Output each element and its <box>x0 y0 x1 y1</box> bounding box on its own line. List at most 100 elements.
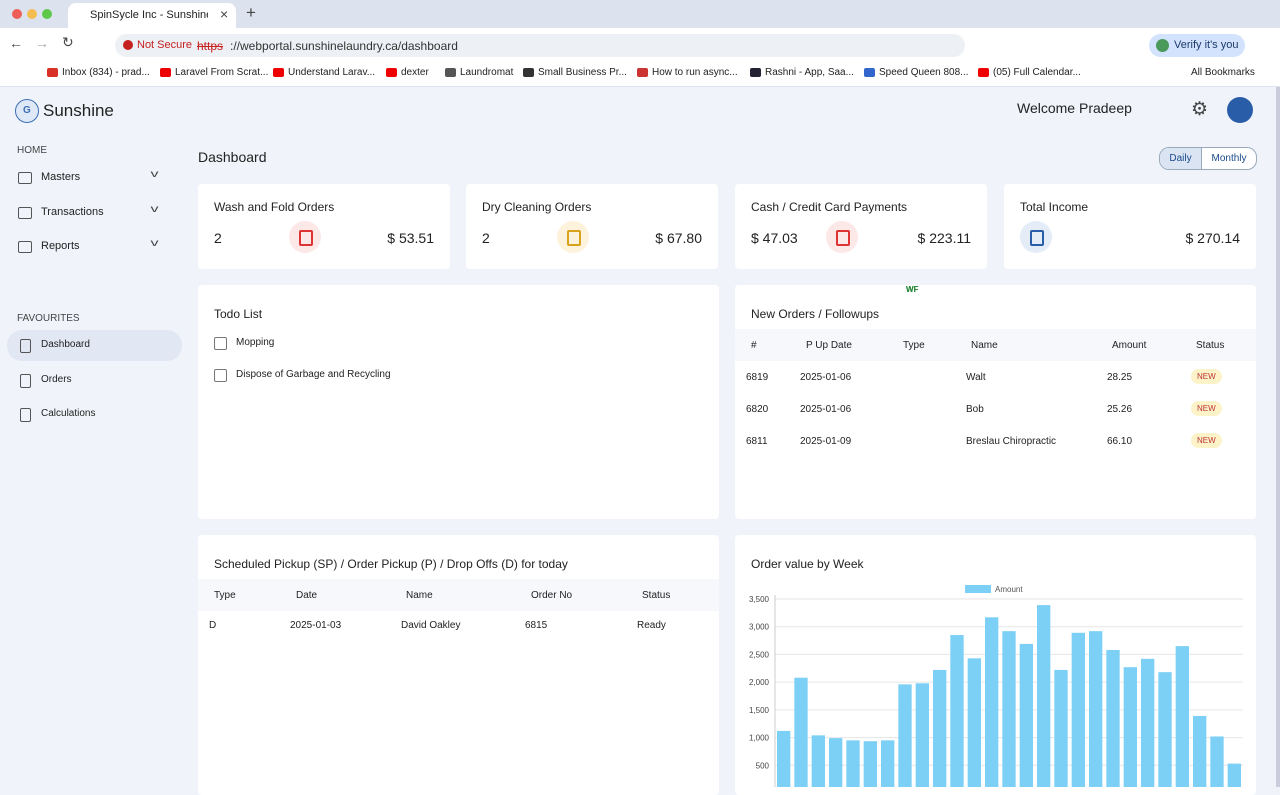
bar <box>1106 650 1119 787</box>
summary-card: Cash / Credit Card Payments$ 47.03$ 223.… <box>735 184 987 269</box>
table-cell: Bob <box>966 404 984 415</box>
table-cell: 66.10 <box>1107 436 1132 447</box>
table-cell: Ready <box>637 620 666 631</box>
bar <box>1193 716 1206 787</box>
schedule-card: Scheduled Pickup (SP) / Order Pickup (P)… <box>198 535 719 795</box>
toggle-monthly[interactable]: Monthly <box>1202 148 1256 169</box>
bookmark[interactable]: dexter <box>401 67 429 78</box>
selected-pill <box>7 330 182 361</box>
reload[interactable]: ↻ <box>62 34 74 51</box>
forward[interactable]: → <box>35 35 49 51</box>
bar <box>1002 631 1015 787</box>
table-cell: 6815 <box>525 620 547 631</box>
bar <box>1176 646 1189 787</box>
favourites-heading: FAVOURITES <box>17 313 80 324</box>
home-heading: HOME <box>17 145 47 156</box>
bar <box>1158 672 1171 787</box>
summary-card: Dry Cleaning Orders2$ 67.80 <box>466 184 718 269</box>
y-tick-label: 2,000 <box>749 678 770 687</box>
card-right: $ 270.14 <box>1186 230 1241 246</box>
column-header: Type <box>903 340 925 351</box>
todo-item: Mopping <box>236 337 274 348</box>
column-header: Status <box>1196 340 1224 351</box>
page-title: Dashboard <box>198 149 267 165</box>
bookmark[interactable]: Inbox (834) - prad... <box>62 67 150 78</box>
all-bookmarks[interactable]: All Bookmarks <box>1191 67 1255 78</box>
verify-button[interactable]: Verify it's you <box>1149 34 1245 57</box>
bookmark[interactable]: Laundromat <box>460 67 513 78</box>
table-cell: NEW <box>1191 369 1222 384</box>
bookmark-icon <box>978 68 989 77</box>
logo-letter: G <box>23 105 31 116</box>
card-left: 2 <box>214 230 222 246</box>
bookmark[interactable]: Understand Larav... <box>288 67 375 78</box>
orders-title: New Orders / Followups <box>751 307 879 321</box>
y-tick-label: 1,000 <box>749 734 770 743</box>
bookmark[interactable]: Laravel From Scrat... <box>175 67 268 78</box>
bar <box>1072 633 1085 787</box>
bookmark[interactable]: Rashni - App, Saa... <box>765 67 854 78</box>
tab-bar: SpinSycle Inc - Sunshine Lau × + <box>0 0 1280 28</box>
menu-icon <box>18 207 32 219</box>
bar <box>985 617 998 787</box>
verify-text: Verify it's you <box>1174 39 1238 51</box>
favourite-item[interactable]: Dashboard <box>41 339 90 350</box>
bookmark[interactable]: (05) Full Calendar... <box>993 67 1081 78</box>
summary-card: Total Income$ 270.14 <box>1004 184 1256 269</box>
favourite-item[interactable]: Calculations <box>41 408 95 419</box>
table-cell: David Oakley <box>401 620 460 631</box>
table-cell: Breslau Chiropractic <box>966 436 1056 447</box>
bar <box>812 735 825 787</box>
min-dot[interactable] <box>27 9 37 19</box>
settings[interactable]: ⚙ <box>1191 98 1208 121</box>
card-glyph <box>1030 230 1044 246</box>
bar <box>950 635 963 787</box>
card-icon <box>289 221 321 253</box>
new-tab[interactable]: + <box>246 3 256 23</box>
y-tick-label: 3,000 <box>749 623 770 632</box>
active-tab[interactable]: SpinSycle Inc - Sunshine Lau × <box>68 3 236 28</box>
column-header: # <box>751 340 757 351</box>
menu-item[interactable]: Masters <box>41 171 80 183</box>
bar <box>1124 667 1137 787</box>
table-cell: 2025-01-06 <box>800 404 851 415</box>
bar <box>933 670 946 787</box>
close-dot[interactable] <box>12 9 22 19</box>
menu-item[interactable]: Reports <box>41 240 80 252</box>
column-header: Type <box>214 590 236 601</box>
tab-close[interactable]: × <box>220 6 228 22</box>
bar <box>1141 659 1154 787</box>
card-title: Cash / Credit Card Payments <box>751 200 907 214</box>
bookmark[interactable]: Small Business Pr... <box>538 67 627 78</box>
bookmarks-bar: All Bookmarks Inbox (834) - prad... Larav… <box>0 60 1280 87</box>
card-icon <box>1020 221 1052 253</box>
chevron: v <box>151 169 159 180</box>
bookmark-icon <box>273 68 284 77</box>
checkbox[interactable] <box>214 337 227 350</box>
avatar[interactable] <box>1227 97 1253 123</box>
favourite-item[interactable]: Orders <box>41 374 72 385</box>
table-cell: Walt <box>966 372 986 383</box>
chevron: v <box>151 204 159 215</box>
checkbox[interactable] <box>214 369 227 382</box>
menu-icon <box>18 172 32 184</box>
todo-item: Dispose of Garbage and Recycling <box>236 369 391 380</box>
fav-icon <box>20 408 31 422</box>
back[interactable]: ← <box>9 35 23 51</box>
menu-item[interactable]: Transactions <box>41 206 104 218</box>
bookmark-icon <box>637 68 648 77</box>
table-header-band <box>198 579 719 611</box>
bar <box>829 738 842 787</box>
bookmark[interactable]: How to run async... <box>652 67 738 78</box>
column-header: Status <box>642 590 670 601</box>
table-cell: NEW <box>1191 401 1222 416</box>
table-cell: 2025-01-06 <box>800 372 851 383</box>
bookmark[interactable]: Speed Queen 808... <box>879 67 969 78</box>
max-dot[interactable] <box>42 9 52 19</box>
toggle-daily[interactable]: Daily <box>1160 148 1202 169</box>
todo-title: Todo List <box>214 307 262 321</box>
bookmark-icon <box>750 68 761 77</box>
edge-strip <box>1276 87 1280 787</box>
omnibox[interactable]: Not Secure https ://webportal.sunshinela… <box>115 34 965 57</box>
